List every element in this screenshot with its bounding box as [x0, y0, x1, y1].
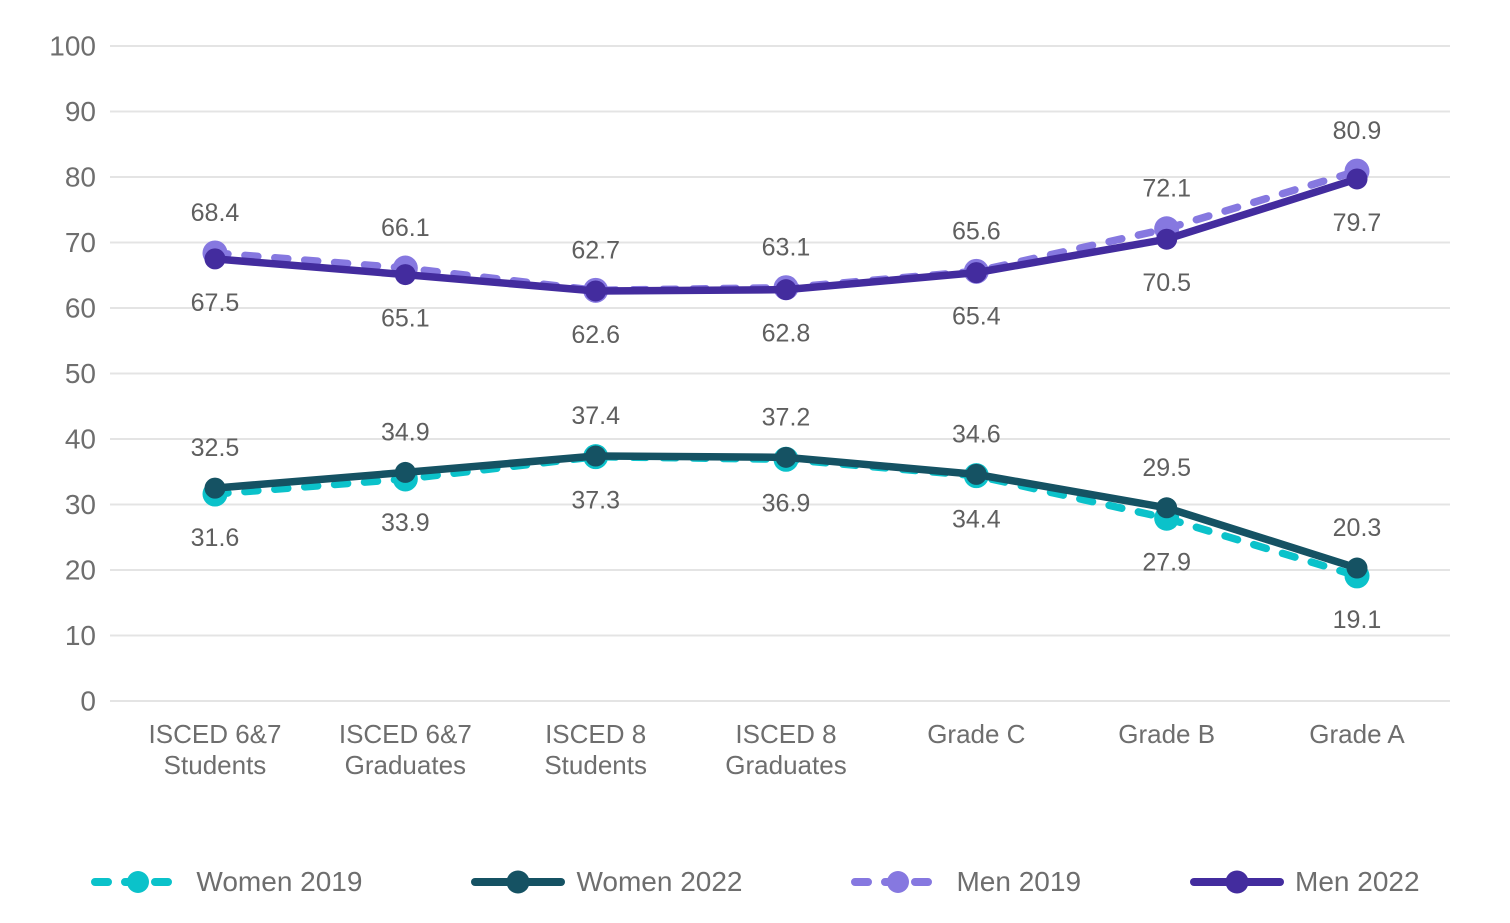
- women-2019-line-marker-icon: [91, 871, 186, 893]
- data-label: 37.3: [571, 487, 620, 515]
- x-axis-label: Graduates: [725, 750, 846, 780]
- data-label: 70.5: [1142, 269, 1191, 297]
- x-axis-label: Grade C: [927, 719, 1025, 749]
- data-label: 27.9: [1142, 548, 1191, 576]
- chart-legend: Women 2019 Women 2022 Men 2019 Men 2022: [0, 866, 1510, 898]
- data-label: 72.1: [1142, 175, 1191, 203]
- men-2019-line-marker-icon: [851, 871, 946, 893]
- x-axis-label: ISCED 6&7: [149, 719, 282, 749]
- data-point-men-2022: [775, 279, 797, 301]
- data-label: 34.6: [952, 420, 1001, 448]
- data-point-women-2022: [394, 461, 416, 483]
- legend-label-men-2022: Men 2022: [1295, 866, 1420, 897]
- data-label: 62.6: [571, 321, 620, 349]
- data-label: 34.4: [952, 506, 1001, 534]
- data-point-men-2022: [1156, 228, 1178, 250]
- data-label: 79.7: [1333, 209, 1382, 237]
- data-label: 65.1: [381, 305, 430, 333]
- data-label: 63.1: [762, 234, 811, 262]
- y-axis-tick-30: 30: [65, 489, 96, 520]
- y-axis-tick-90: 90: [65, 96, 96, 127]
- x-axis-label: Students: [164, 750, 267, 780]
- x-axis-label: ISCED 8: [735, 719, 836, 749]
- legend-label-women-2019: Women 2019: [196, 866, 363, 897]
- data-label: 32.5: [191, 434, 240, 462]
- y-axis-tick-10: 10: [65, 620, 96, 651]
- data-label: 67.5: [191, 289, 240, 317]
- data-point-men-2022: [585, 280, 607, 302]
- data-label: 19.1: [1333, 606, 1382, 634]
- data-point-men-2022: [965, 262, 987, 284]
- legend-item-men-2019: Men 2019: [850, 866, 1081, 898]
- data-label: 33.9: [381, 509, 430, 537]
- data-point-women-2022: [965, 463, 987, 485]
- women-2022-line-marker-icon: [471, 870, 566, 894]
- men-2022-line-marker-icon: [1190, 870, 1285, 894]
- data-point-women-2022: [204, 477, 226, 499]
- data-label: 31.6: [191, 524, 240, 552]
- x-axis-label: Grade A: [1309, 719, 1405, 749]
- y-axis-tick-20: 20: [65, 555, 96, 586]
- legend-label-men-2019: Men 2019: [956, 866, 1082, 897]
- data-point-men-2022: [394, 264, 416, 286]
- data-label: 62.8: [762, 320, 811, 348]
- y-axis-tick-50: 50: [65, 358, 96, 389]
- data-point-men-2022: [204, 248, 226, 270]
- data-label: 29.5: [1142, 454, 1191, 482]
- x-axis-label: ISCED 8: [545, 719, 646, 749]
- data-label: 80.9: [1333, 117, 1382, 145]
- x-axis-label: ISCED 6&7: [339, 719, 472, 749]
- data-point-women-2022: [1156, 497, 1178, 519]
- data-label: 37.4: [571, 402, 620, 430]
- data-point-women-2022: [775, 446, 797, 468]
- y-axis-tick-60: 60: [65, 293, 96, 324]
- data-label: 62.7: [571, 236, 620, 264]
- data-point-men-2022: [1346, 168, 1368, 190]
- y-axis-tick-0: 0: [80, 686, 96, 717]
- data-label: 68.4: [191, 199, 240, 227]
- y-axis-tick-40: 40: [65, 424, 96, 455]
- y-axis-tick-70: 70: [65, 227, 96, 258]
- x-axis-label: Graduates: [345, 750, 466, 780]
- y-axis-tick-100: 100: [49, 31, 96, 62]
- data-label: 37.2: [762, 403, 811, 431]
- data-label: 65.6: [952, 217, 1001, 245]
- legend-item-women-2022: Women 2022: [470, 866, 742, 898]
- legend-label-women-2022: Women 2022: [576, 866, 743, 897]
- data-point-women-2022: [585, 445, 607, 467]
- data-label: 65.4: [952, 303, 1001, 331]
- y-axis-tick-80: 80: [65, 162, 96, 193]
- data-label: 36.9: [762, 489, 811, 517]
- x-axis-label: Grade B: [1118, 719, 1215, 749]
- x-axis-label: Students: [544, 750, 647, 780]
- legend-item-men-2022: Men 2022: [1189, 866, 1420, 898]
- data-point-women-2022: [1346, 557, 1368, 579]
- data-label: 34.9: [381, 418, 430, 446]
- legend-item-women-2019: Women 2019: [90, 866, 362, 898]
- data-label: 20.3: [1333, 514, 1382, 542]
- data-label: 66.1: [381, 214, 430, 242]
